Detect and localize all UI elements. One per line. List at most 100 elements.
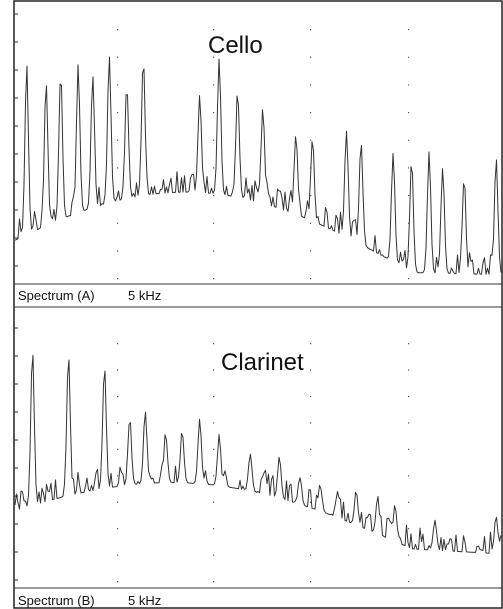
grid-dot (310, 501, 312, 503)
grid-dot (408, 369, 410, 371)
harmonic-peak (32, 349, 34, 351)
grid-dot (310, 395, 312, 398)
harmonic-peak (360, 143, 362, 145)
harmonic-peak (346, 129, 348, 131)
grid-dot (117, 250, 119, 252)
harmonic-peak (495, 156, 497, 158)
grid-dot (408, 395, 410, 398)
grid-dot (117, 343, 119, 345)
grid-dot (213, 222, 215, 224)
cello-harmonic-peaks (26, 56, 497, 178)
clarinet-spectrum-panel: Clarinet Spectrum (B) 5 kHz (14, 327, 502, 608)
grid-dot (310, 29, 312, 31)
grid-dot (117, 84, 119, 86)
grid-dot (117, 56, 119, 58)
grid-dot (213, 395, 215, 398)
grid-dot (408, 167, 410, 169)
grid-dot (117, 139, 119, 141)
harmonic-peak (126, 84, 128, 86)
harmonic-peak (45, 81, 47, 83)
grid-dot (310, 195, 312, 197)
grid-dot (117, 501, 119, 503)
harmonic-peak (92, 73, 94, 75)
grid-dot (310, 581, 312, 583)
grid-dot (408, 112, 410, 114)
grid-dot (408, 475, 410, 477)
harmonic-peak (262, 106, 264, 108)
grid-dot (117, 278, 119, 280)
grid-dot (408, 448, 410, 450)
clarinet-title: Clarinet (221, 349, 304, 376)
cello-footer-label: Spectrum (A) (18, 288, 95, 303)
grid-dot (213, 29, 215, 31)
grid-dot (310, 343, 312, 345)
grid-dot (213, 167, 215, 169)
grid-dot (408, 84, 410, 86)
grid-dot (213, 195, 215, 197)
clarinet-spectrum-trace (14, 354, 502, 554)
grid-dot (117, 29, 119, 31)
harmonic-peak (181, 430, 183, 432)
harmonic-peak (144, 408, 146, 410)
grid-dot (213, 501, 215, 503)
grid-dot (213, 343, 215, 345)
cello-spectrum-trace (14, 56, 502, 275)
grid-dot (213, 422, 215, 424)
grid-dot (408, 528, 410, 530)
grid-dot (117, 369, 119, 371)
harmonic-peak (129, 416, 131, 418)
grid-dot (117, 222, 119, 224)
grid-dot (117, 554, 119, 556)
grid-dot (408, 554, 410, 556)
grid-dot (310, 422, 312, 424)
grid-dot (213, 554, 215, 556)
grid-dot (310, 369, 312, 371)
grid-dot (117, 581, 119, 583)
cello-footer-scale: 5 kHz (128, 288, 161, 303)
grid-dot (310, 139, 312, 141)
harmonic-peak (68, 355, 70, 357)
grid-dot (310, 112, 312, 114)
harmonic-peak (463, 176, 465, 178)
grid-dot (213, 84, 215, 86)
grid-dot (408, 278, 410, 280)
grid-dot (117, 395, 119, 398)
grid-dot (117, 422, 119, 424)
harmonic-peak (249, 451, 251, 453)
harmonic-peak (165, 432, 167, 434)
grid-dot (408, 56, 410, 58)
harmonic-peak (337, 489, 339, 491)
harmonic-peak (434, 518, 436, 520)
figure-frame (13, 0, 503, 609)
grid-dot (213, 278, 215, 280)
clarinet-footer-scale: 5 kHz (128, 593, 161, 608)
harmonic-peak (311, 137, 313, 139)
grid-dot (310, 528, 312, 530)
harmonic-peak (392, 151, 394, 153)
grid-dot (213, 139, 215, 141)
grid-dot (117, 448, 119, 450)
grid-dot (117, 112, 119, 114)
harmonic-peak (299, 475, 301, 477)
grid-dot (408, 422, 410, 424)
grid-dot (310, 475, 312, 477)
grid-dot (310, 250, 312, 252)
grid-dot (310, 84, 312, 86)
grid-dot (117, 475, 119, 477)
grid-dot (408, 581, 410, 583)
grid-dot (117, 167, 119, 169)
cello-grid (14, 13, 410, 280)
grid-dot (408, 343, 410, 345)
grid-dot (213, 581, 215, 583)
harmonic-peak (103, 365, 105, 367)
clarinet-footer-label: Spectrum (B) (18, 593, 95, 608)
grid-dot (213, 56, 215, 58)
grid-dot (310, 554, 312, 556)
grid-dot (213, 112, 215, 114)
harmonic-peak (142, 59, 144, 61)
grid-dot (408, 29, 410, 31)
grid-dot (408, 222, 410, 224)
grid-dot (213, 475, 215, 477)
clarinet-grid (14, 327, 410, 583)
